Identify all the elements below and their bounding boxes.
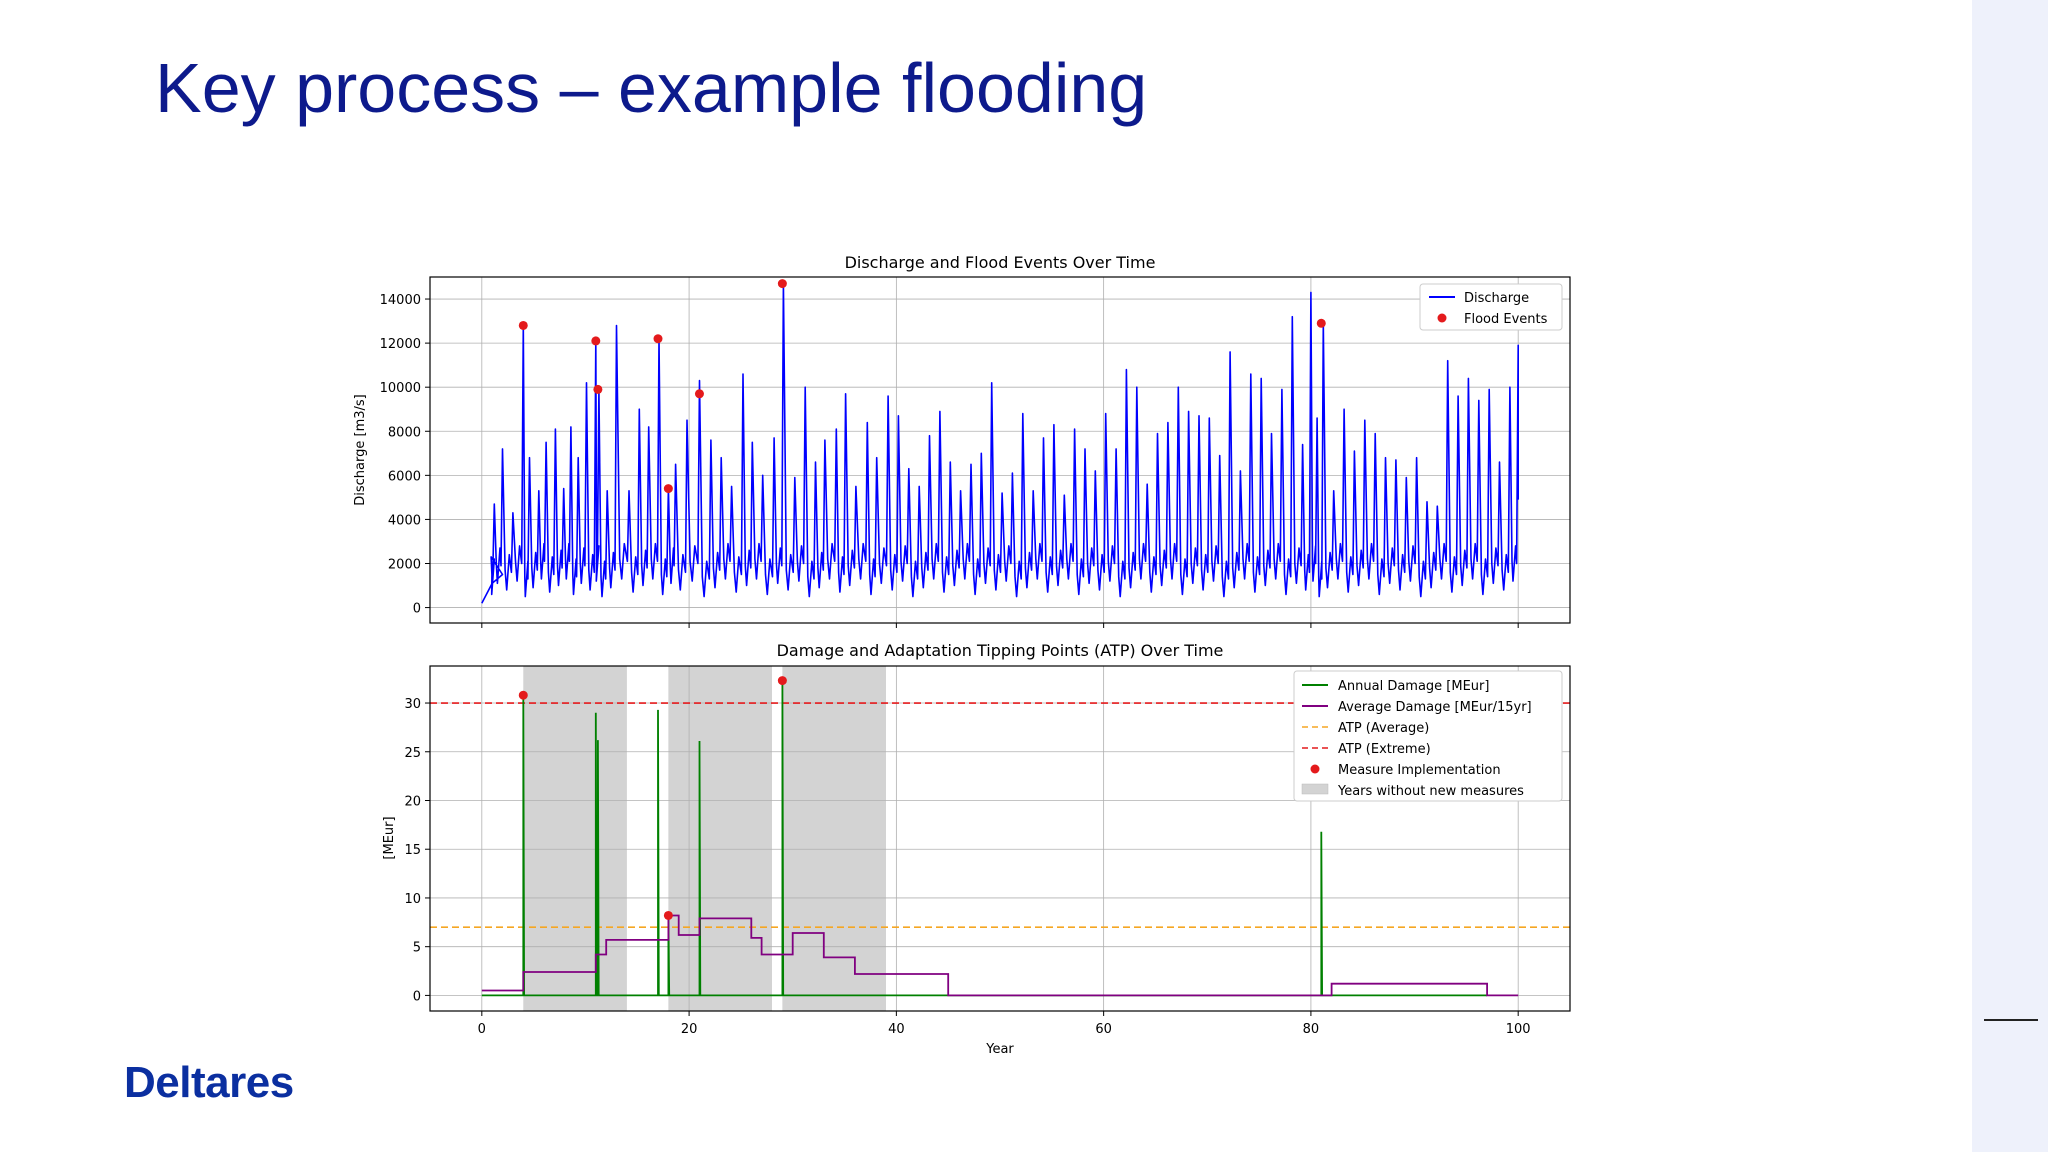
chart1-ytick-label: 2000 bbox=[388, 557, 421, 572]
measure-implementation-marker bbox=[663, 910, 673, 920]
chart1-title: Discharge and Flood Events Over Time bbox=[845, 253, 1156, 272]
legend-atp-extreme-label: ATP (Extreme) bbox=[1338, 742, 1431, 757]
chart2-ytick-label: 5 bbox=[413, 941, 421, 956]
chart1-legend: Discharge Flood Events bbox=[1419, 283, 1563, 331]
chart1-ylabel: Discharge [m3/s] bbox=[353, 394, 368, 505]
chart2-ytick-label: 30 bbox=[404, 697, 421, 712]
chart2-axes-frame bbox=[429, 665, 1571, 1012]
chart2-shaded-periods bbox=[523, 666, 886, 1011]
flood-event-marker bbox=[777, 279, 787, 289]
chart2-ytick-label: 25 bbox=[404, 746, 421, 761]
chart2-ticks: 0 5 10 15 20 25 30 0 20 40 60 80 100 bbox=[404, 697, 1530, 1037]
annual-damage-line bbox=[481, 680, 1488, 997]
legend-measure-swatch bbox=[1310, 764, 1320, 774]
legend-average-damage-label: Average Damage [MEur/15yr] bbox=[1338, 700, 1532, 715]
chart2-legend: Annual Damage [MEur] Average Damage [MEu… bbox=[1293, 670, 1563, 802]
legend-flood-events-swatch bbox=[1437, 313, 1447, 323]
chart1-axes-frame bbox=[429, 276, 1571, 624]
chart1-ytick-label: 8000 bbox=[388, 425, 421, 440]
measure-implementation-marker bbox=[518, 690, 528, 700]
slide-title: Key process – example flooding bbox=[155, 49, 1148, 127]
legend-annual-damage-label: Annual Damage [MEur] bbox=[1338, 679, 1489, 694]
chart1-ytick-label: 0 bbox=[413, 602, 421, 617]
chart1-ticks: 0 2000 4000 6000 8000 10000 12000 14000 bbox=[380, 293, 1519, 628]
chart-discharge: Discharge and Flood Events Over Time 0 20… bbox=[353, 253, 1571, 628]
flood-event-marker bbox=[1316, 318, 1326, 328]
chart2-xtick-label: 40 bbox=[888, 1022, 905, 1037]
chart2-legend-box bbox=[1293, 670, 1563, 802]
deltares-logo: Deltares bbox=[124, 1058, 294, 1107]
flood-event-marker bbox=[653, 334, 663, 344]
flood-event-marker bbox=[694, 389, 704, 399]
flood-event-marker bbox=[593, 384, 603, 394]
chart1-ytick-label: 10000 bbox=[380, 381, 421, 396]
chart2-xtick-label: 60 bbox=[1095, 1022, 1112, 1037]
legend-measure-label: Measure Implementation bbox=[1338, 763, 1501, 778]
chart2-xtick-label: 20 bbox=[681, 1022, 698, 1037]
chart2-ylabel: [MEur] bbox=[382, 816, 397, 859]
no-measures-shaded-period bbox=[523, 666, 627, 1011]
side-panel-divider bbox=[1984, 1019, 2038, 1021]
flood-event-marker bbox=[663, 484, 673, 494]
chart1-ytick-label: 12000 bbox=[380, 337, 421, 352]
legend-discharge-label: Discharge bbox=[1464, 291, 1529, 306]
chart1-ytick-label: 6000 bbox=[388, 469, 421, 484]
slide-side-panel bbox=[1972, 0, 2048, 1152]
no-measures-shaded-period bbox=[782, 666, 886, 1011]
average-damage-line bbox=[481, 914, 1519, 997]
figure-canvas: Discharge and Flood Events Over Time 0 20… bbox=[353, 253, 1571, 1057]
chart1-ytick-label: 4000 bbox=[388, 513, 421, 528]
no-measures-shaded-period bbox=[668, 666, 772, 1011]
flood-event-marker bbox=[591, 336, 601, 346]
discharge-line bbox=[481, 282, 1519, 604]
chart2-xtick-label: 100 bbox=[1506, 1022, 1531, 1037]
chart1-data bbox=[481, 279, 1519, 604]
legend-flood-events-label: Flood Events bbox=[1464, 312, 1548, 327]
chart2-ytick-label: 15 bbox=[404, 843, 421, 858]
chart2-xlabel: Year bbox=[985, 1042, 1014, 1057]
chart2-xtick-label: 80 bbox=[1303, 1022, 1320, 1037]
chart2-title: Damage and Adaptation Tipping Points (AT… bbox=[777, 641, 1224, 660]
chart1-legend-box bbox=[1419, 283, 1563, 331]
chart2-ytick-label: 10 bbox=[404, 892, 421, 907]
measure-implementation-marker bbox=[777, 676, 787, 686]
legend-no-measures-swatch bbox=[1301, 783, 1329, 795]
chart2-xtick-label: 0 bbox=[478, 1022, 486, 1037]
legend-atp-average-label: ATP (Average) bbox=[1338, 721, 1429, 736]
chart2-ytick-label: 20 bbox=[404, 794, 421, 809]
chart2-ytick-label: 0 bbox=[413, 989, 421, 1004]
chart-damage: Damage and Adaptation Tipping Points (AT… bbox=[382, 641, 1571, 1057]
chart1-ytick-label: 14000 bbox=[380, 293, 421, 308]
legend-no-measures-label: Years without new measures bbox=[1337, 784, 1524, 799]
flood-event-marker bbox=[518, 320, 528, 330]
